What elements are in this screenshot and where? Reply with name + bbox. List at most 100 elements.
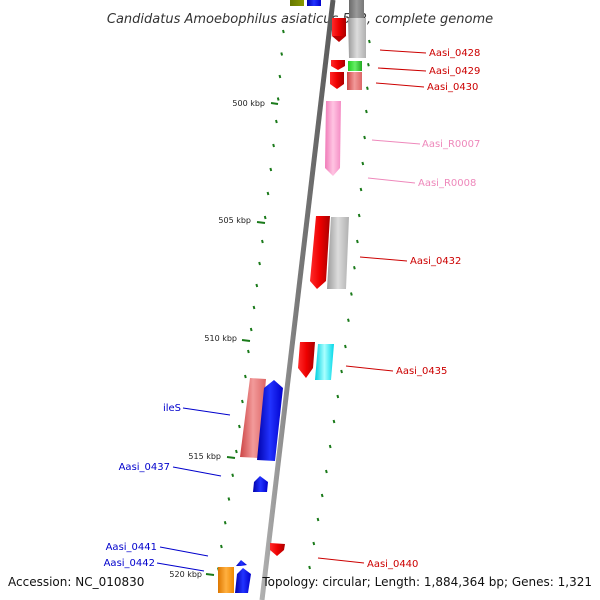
- ruler-dot: [220, 544, 223, 549]
- scale-tick-label: 505 kbp: [218, 216, 251, 225]
- scale-tick: [226, 456, 236, 459]
- ruler-dot: [363, 135, 366, 140]
- ruler-dot: [344, 344, 347, 349]
- gene-label[interactable]: Aasi_R0007: [422, 139, 480, 150]
- ruler-dot: [350, 292, 353, 296]
- ruler-dot: [241, 399, 244, 404]
- scale-ticks: [205, 102, 279, 576]
- ruler-dot: [356, 239, 359, 244]
- accession-text: Accession: NC_010830: [8, 575, 145, 589]
- gene-feature[interactable]: [218, 567, 234, 593]
- gene-label[interactable]: Aasi_0430: [427, 82, 478, 93]
- gene-feature[interactable]: [253, 476, 268, 492]
- gene-label[interactable]: Aasi_0437: [119, 462, 170, 473]
- gene-label[interactable]: Aasi_0441: [106, 542, 157, 553]
- ruler-dot: [244, 374, 247, 379]
- ruler-dot: [280, 52, 284, 56]
- ruler-dot: [231, 473, 235, 478]
- leader-line: [359, 256, 408, 262]
- ruler-dot: [272, 143, 275, 148]
- gene-feature[interactable]: [325, 101, 341, 176]
- leader-line: [156, 562, 205, 572]
- gene-feature[interactable]: [332, 18, 346, 36]
- scale-tick-label: 500 kbp: [232, 99, 265, 108]
- ruler-dot: [359, 187, 363, 192]
- ruler-dot: [325, 469, 328, 474]
- ruler-dot: [366, 86, 369, 90]
- gene-label[interactable]: Aasi_0432: [410, 256, 461, 267]
- ruler-dot: [361, 161, 365, 166]
- leader-line: [367, 177, 416, 184]
- gene-label[interactable]: ileS: [163, 403, 181, 414]
- gene-label[interactable]: Aasi_0435: [396, 366, 447, 377]
- leader-line: [159, 546, 209, 557]
- gene-label[interactable]: Aasi_0428: [429, 48, 480, 59]
- ruler-dot: [367, 63, 370, 67]
- gene-feature[interactable]: [236, 560, 247, 566]
- ruler-dot: [353, 266, 356, 270]
- ruler-dot: [263, 215, 267, 220]
- gene-feature[interactable]: [298, 342, 315, 378]
- right-strand-features: [270, 0, 366, 556]
- ruler-dot: [308, 565, 311, 570]
- leader-line: [172, 466, 222, 477]
- ruler-dot: [249, 327, 253, 332]
- ruler-dot: [238, 424, 241, 429]
- leader-line: [379, 49, 427, 54]
- leader-line: [377, 67, 427, 72]
- scale-tick: [256, 221, 266, 224]
- gene-label[interactable]: Aasi_R0008: [418, 178, 476, 189]
- ruler-dot: [261, 239, 264, 244]
- ruler-dot: [332, 419, 336, 424]
- ruler-dot: [340, 369, 343, 374]
- leader-line: [182, 407, 231, 416]
- gene-feature[interactable]: [270, 543, 285, 556]
- ruler-dot: [227, 497, 231, 501]
- scale-tick: [270, 102, 279, 105]
- ruler-dot: [235, 449, 238, 454]
- ruler-dot: [266, 191, 270, 196]
- ruler-dot: [275, 119, 278, 124]
- gene-label[interactable]: Aasi_0442: [104, 558, 155, 569]
- gene-feature[interactable]: [235, 568, 251, 593]
- gene-labels: Aasi_0428 Aasi_0429 Aasi_0430 Aasi_R0007…: [104, 48, 481, 570]
- ruler-dot: [252, 305, 256, 310]
- gene-feature[interactable]: [257, 380, 283, 461]
- leader-line: [317, 557, 365, 564]
- gene-feature[interactable]: [315, 344, 334, 380]
- scale-tick-label: 515 kbp: [188, 452, 221, 461]
- ruler-dot: [247, 349, 250, 354]
- gene-feature[interactable]: [290, 0, 304, 6]
- inner-ruler-dots: [217, 29, 285, 571]
- gene-feature[interactable]: [330, 72, 344, 89]
- outer-ruler-dots: [308, 39, 371, 570]
- scale-tick-label: 510 kbp: [204, 334, 237, 343]
- ruler-dot: [357, 213, 361, 218]
- gene-feature[interactable]: [310, 216, 330, 289]
- ruler-dot: [276, 97, 280, 101]
- left-strand-features: [218, 0, 321, 593]
- ruler-dot: [328, 444, 332, 449]
- ruler-dot: [320, 493, 324, 498]
- gene-feature[interactable]: [349, 0, 364, 18]
- label-leader-lines: [156, 49, 427, 572]
- ruler-dot: [269, 167, 273, 172]
- gene-feature[interactable]: [327, 217, 349, 289]
- gene-label[interactable]: Aasi_0429: [429, 66, 480, 77]
- gene-feature[interactable]: [331, 60, 345, 70]
- ruler-dot: [365, 109, 368, 114]
- gene-feature[interactable]: [335, 0, 346, 7]
- gene-feature[interactable]: [348, 18, 366, 58]
- ruler-dot: [255, 283, 259, 288]
- gene-feature[interactable]: [347, 72, 362, 90]
- gene-feature[interactable]: [332, 36, 346, 42]
- ruler-dot: [258, 261, 261, 266]
- ruler-dot: [347, 318, 350, 323]
- leader-line: [371, 139, 421, 145]
- scale-tick-label: 520 kbp: [169, 570, 202, 579]
- leader-line: [345, 365, 394, 372]
- gene-label[interactable]: Aasi_0440: [367, 559, 418, 570]
- gene-feature[interactable]: [348, 61, 362, 71]
- ruler-dot: [223, 521, 227, 525]
- gene-feature[interactable]: [307, 0, 321, 6]
